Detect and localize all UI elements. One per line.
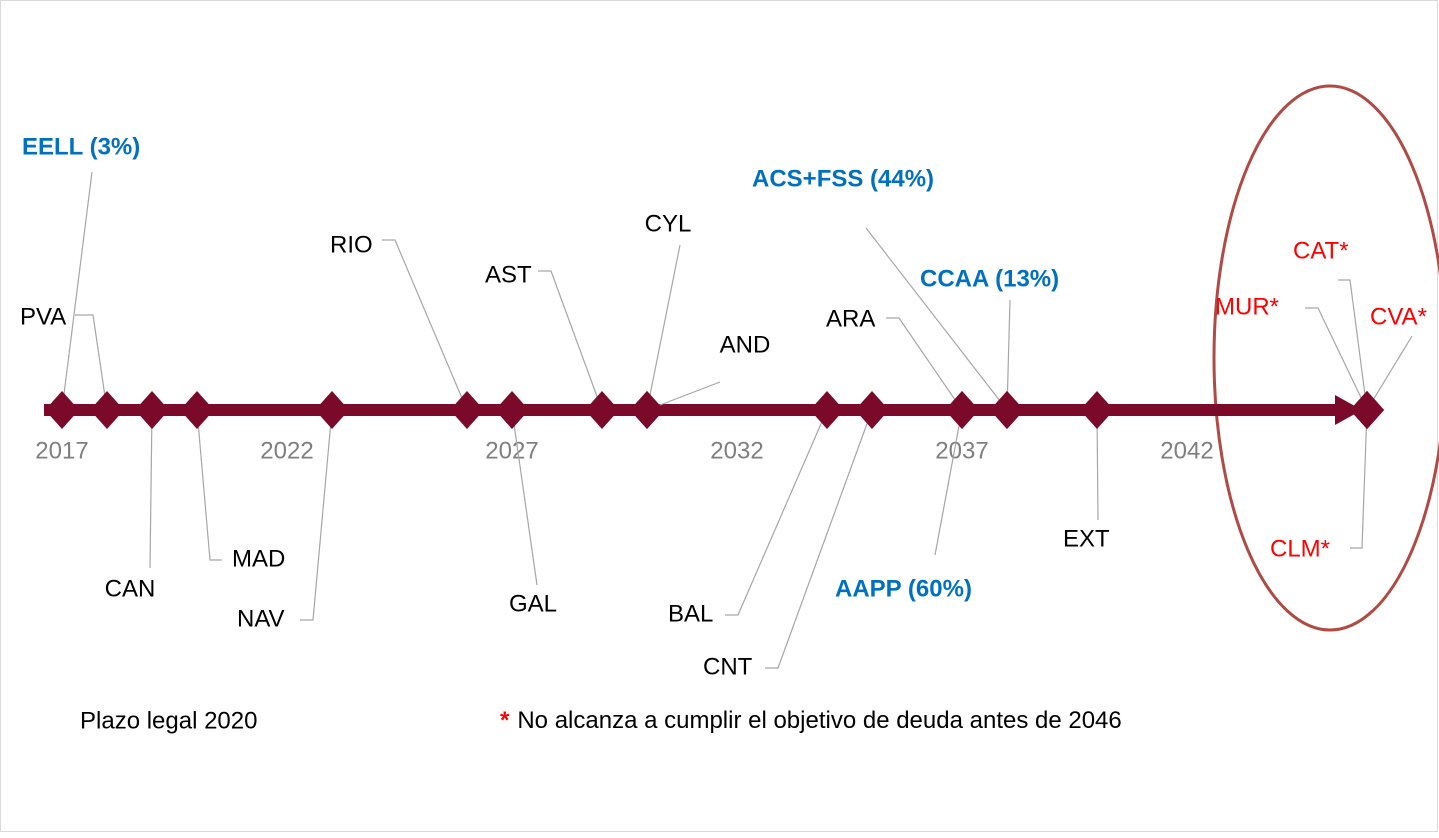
event-diamond (810, 391, 844, 429)
leader-line (934, 409, 963, 556)
event-label: ARA (826, 305, 875, 332)
event-label: EELL (3%) (22, 133, 140, 160)
note-marker: * (500, 707, 510, 734)
event-label: AAPP (60%) (835, 575, 972, 602)
event-diamond (45, 391, 79, 429)
event-label: CCAA (13%) (920, 265, 1059, 292)
event-label: PVA (20, 303, 66, 330)
leader-line (1366, 335, 1413, 411)
highlight-ellipse (1212, 84, 1439, 632)
event-diamond (945, 391, 979, 429)
event-label: BAL (668, 600, 713, 627)
event-label: MUR* (1215, 293, 1279, 320)
event-label: EXT (1063, 525, 1110, 552)
event-diamond (1350, 391, 1384, 429)
event-label: AST (485, 261, 532, 288)
event-diamond (630, 391, 664, 429)
leader-line (511, 409, 538, 586)
event-diamond (135, 391, 169, 429)
event-diamond (90, 391, 124, 429)
leader-line (61, 171, 93, 411)
event-diamond (315, 391, 349, 429)
x-tick-label: 2032 (710, 437, 763, 464)
legal-note: Plazo legal 2020 (80, 707, 257, 734)
event-label: RIO (330, 231, 373, 258)
leader-line (196, 409, 222, 561)
event-label: CAN (105, 575, 156, 602)
event-label: MAD (232, 545, 285, 572)
axis-arrow (1335, 395, 1362, 425)
event-label: CVA* (1370, 303, 1427, 330)
leader-line (886, 317, 963, 411)
event-diamond (180, 391, 214, 429)
leader-line (1305, 307, 1368, 411)
event-diamond (450, 391, 484, 429)
event-diamond (1080, 391, 1114, 429)
event-label: CLM* (1270, 535, 1330, 562)
x-tick-label: 2037 (935, 437, 988, 464)
event-label: CNT (703, 653, 753, 680)
event-label: CAT* (1293, 237, 1349, 264)
leader-line (646, 244, 681, 411)
note: * No alcanza a cumplir el objetivo de deu… (500, 707, 1122, 734)
x-tick-label: 2027 (485, 437, 538, 464)
x-tick-label: 2042 (1160, 437, 1213, 464)
event-diamond (990, 391, 1024, 429)
event-label: CYL (645, 210, 692, 237)
leader-line (725, 409, 828, 616)
note-text: No alcanza a cumplir el objetivo de deud… (517, 707, 1121, 734)
x-tick-label: 2022 (260, 437, 313, 464)
event-label: GAL (509, 590, 557, 617)
event-diamond (585, 391, 619, 429)
event-label: ACS+FSS (44%) (752, 165, 934, 192)
event-diamond (495, 391, 529, 429)
leader-line (865, 227, 1008, 411)
leader-line (382, 239, 468, 411)
event-label: NAV (237, 605, 285, 632)
leader-line (538, 270, 603, 411)
leader-line (1350, 409, 1368, 549)
leader-line (1338, 279, 1368, 411)
leader-line (300, 409, 333, 621)
leader-line (149, 409, 153, 569)
leader-line (765, 409, 873, 669)
event-label: AND (720, 331, 771, 358)
x-tick-label: 2017 (35, 437, 88, 464)
leader-line (75, 314, 108, 411)
event-diamond (855, 391, 889, 429)
